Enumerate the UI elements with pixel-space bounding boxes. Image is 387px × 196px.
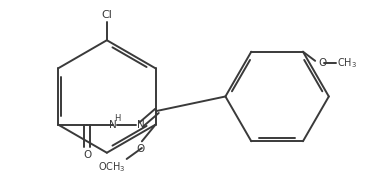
Text: O: O bbox=[136, 144, 144, 154]
Text: N: N bbox=[109, 120, 117, 130]
Text: CH$_3$: CH$_3$ bbox=[337, 56, 357, 70]
Text: H: H bbox=[115, 114, 121, 123]
Text: Cl: Cl bbox=[101, 10, 112, 20]
Text: N: N bbox=[137, 120, 145, 130]
Text: O: O bbox=[318, 58, 326, 68]
Text: O: O bbox=[83, 151, 91, 161]
Text: OCH$_3$: OCH$_3$ bbox=[98, 161, 126, 174]
